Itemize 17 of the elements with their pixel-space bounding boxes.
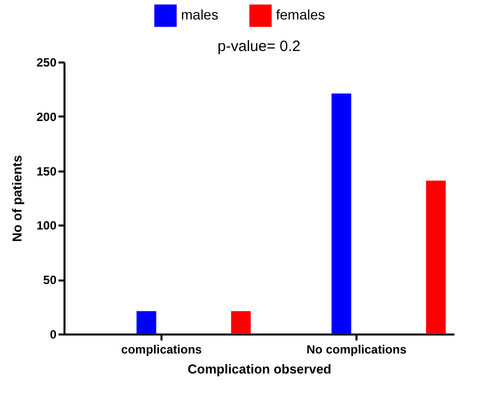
y-tick-label: 0 [50, 328, 57, 342]
y-tick-label: 50 [43, 273, 57, 288]
legend-label: males [181, 6, 218, 23]
bar [332, 94, 352, 334]
x-axis-title: Complication observed [188, 362, 332, 376]
y-axis-title: No of patients [9, 155, 24, 242]
bar [426, 180, 446, 334]
legend-label: females [276, 6, 326, 23]
y-tick-label: 150 [36, 164, 57, 178]
x-tick-label: complications [121, 342, 202, 356]
y-tick-label: 100 [36, 218, 57, 233]
x-tick-label: No complications [306, 342, 407, 356]
chart-title: p-value= 0.2 [218, 38, 300, 55]
bar [136, 311, 156, 334]
y-tick-label: 250 [36, 56, 57, 70]
y-tick-label: 200 [36, 110, 57, 124]
bar [231, 311, 251, 334]
